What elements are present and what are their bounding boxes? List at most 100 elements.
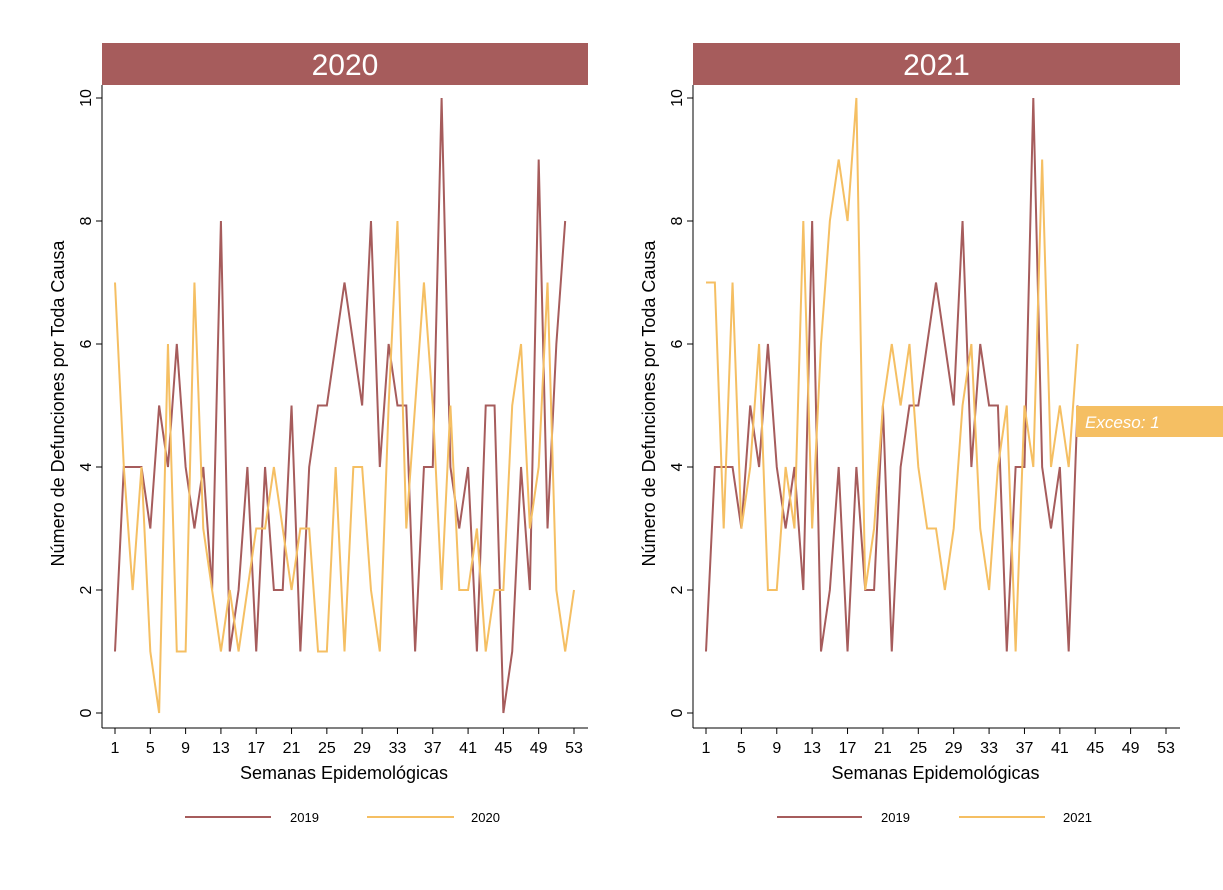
data-point-2020	[246, 589, 248, 591]
data-point-2019	[502, 712, 504, 714]
data-point-2019	[776, 466, 778, 468]
series-line-2019	[705, 97, 1079, 652]
x-tick-label: 45	[1086, 740, 1104, 757]
data-point-2019	[238, 589, 240, 591]
x-tick-label: 13	[212, 740, 230, 757]
data-point-2020	[476, 528, 478, 530]
data-point-2021	[1050, 466, 1052, 468]
data-point-2019	[785, 528, 787, 530]
legend-label-2019: 2019	[290, 810, 319, 825]
data-point-2020	[352, 466, 354, 468]
data-point-2021	[749, 466, 751, 468]
x-axis-title: Semanas Epidemológicas	[240, 763, 448, 783]
data-point-2021	[793, 528, 795, 530]
panel-title-strip	[102, 43, 588, 85]
data-point-2021	[1077, 343, 1079, 345]
data-point-2020	[273, 466, 275, 468]
y-axis-title: Número de Defunciones por Toda Causa	[48, 240, 68, 567]
data-point-2021	[953, 528, 955, 530]
data-point-2021	[705, 282, 707, 284]
y-axis-title: Número de Defunciones por Toda Causa	[639, 240, 659, 567]
data-point-2020	[449, 405, 451, 407]
data-point-2020	[538, 466, 540, 468]
excess-annotation-text: Exceso: 1	[1085, 413, 1160, 432]
data-point-2020	[202, 528, 204, 530]
data-point-2019	[1068, 651, 1070, 653]
data-point-2020	[485, 651, 487, 653]
data-point-2020	[555, 589, 557, 591]
data-point-2021	[1015, 651, 1017, 653]
x-tick-label: 13	[803, 740, 821, 757]
data-point-2019	[758, 466, 760, 468]
data-point-2019	[979, 343, 981, 345]
x-tick-label: 5	[737, 740, 746, 757]
x-tick-label: 1	[111, 740, 120, 757]
data-point-2021	[732, 282, 734, 284]
series-line-2021	[706, 97, 1079, 652]
data-point-2020	[193, 282, 195, 284]
data-point-2019	[900, 466, 902, 468]
data-point-2020	[388, 405, 390, 407]
legend-label-2019: 2019	[881, 810, 910, 825]
data-point-2021	[873, 528, 875, 530]
x-tick-label: 5	[146, 740, 155, 757]
data-point-2019	[953, 405, 955, 407]
data-point-2019	[344, 282, 346, 284]
data-point-2019	[149, 528, 151, 530]
legend-label-2021: 2021	[1063, 810, 1092, 825]
y-tick-label: 2	[78, 585, 95, 594]
data-point-2019	[1023, 466, 1025, 468]
x-tick-label: 29	[353, 740, 371, 757]
data-point-2020	[432, 405, 434, 407]
data-point-2019	[1050, 528, 1052, 530]
data-point-2019	[538, 159, 540, 161]
data-point-2021	[1023, 405, 1025, 407]
data-point-2019	[529, 589, 531, 591]
data-point-2019	[423, 466, 425, 468]
x-tick-label: 45	[494, 740, 512, 757]
data-point-2020	[158, 712, 160, 714]
data-point-2019	[449, 466, 451, 468]
data-point-2020	[502, 589, 504, 591]
data-point-2020	[441, 589, 443, 591]
x-tick-label: 9	[181, 740, 190, 757]
data-point-2019	[246, 466, 248, 468]
data-point-2020	[344, 651, 346, 653]
data-point-2019	[732, 466, 734, 468]
x-tick-label: 37	[1016, 740, 1034, 757]
x-tick-label: 33	[980, 740, 998, 757]
data-point-2019	[282, 589, 284, 591]
data-point-2019	[705, 651, 707, 653]
data-point-2019	[396, 405, 398, 407]
data-point-2020	[494, 589, 496, 591]
data-point-2020	[291, 589, 293, 591]
data-point-2020	[140, 466, 142, 468]
data-point-2019	[723, 466, 725, 468]
data-point-2020	[299, 528, 301, 530]
data-point-2019	[467, 466, 469, 468]
y-tick-label: 10	[78, 89, 95, 107]
data-point-2019	[458, 528, 460, 530]
data-point-2020	[529, 528, 531, 530]
data-point-2021	[900, 405, 902, 407]
data-point-2019	[220, 220, 222, 222]
y-tick-label: 6	[78, 339, 95, 348]
data-point-2019	[811, 220, 813, 222]
data-point-2020	[114, 282, 116, 284]
y-tick-label: 0	[78, 708, 95, 717]
y-tick-label: 4	[78, 462, 95, 471]
data-point-2020	[467, 589, 469, 591]
data-point-2019	[264, 466, 266, 468]
data-point-2021	[802, 220, 804, 222]
data-point-2019	[749, 405, 751, 407]
data-point-2021	[838, 159, 840, 161]
y-tick-label: 10	[669, 89, 686, 107]
data-point-2020	[132, 589, 134, 591]
x-tick-label: 21	[874, 740, 892, 757]
data-point-2020	[185, 651, 187, 653]
x-tick-label: 17	[839, 740, 857, 757]
x-tick-label: 33	[389, 740, 407, 757]
data-point-2021	[997, 466, 999, 468]
data-point-2019	[1006, 651, 1008, 653]
data-point-2019	[308, 466, 310, 468]
